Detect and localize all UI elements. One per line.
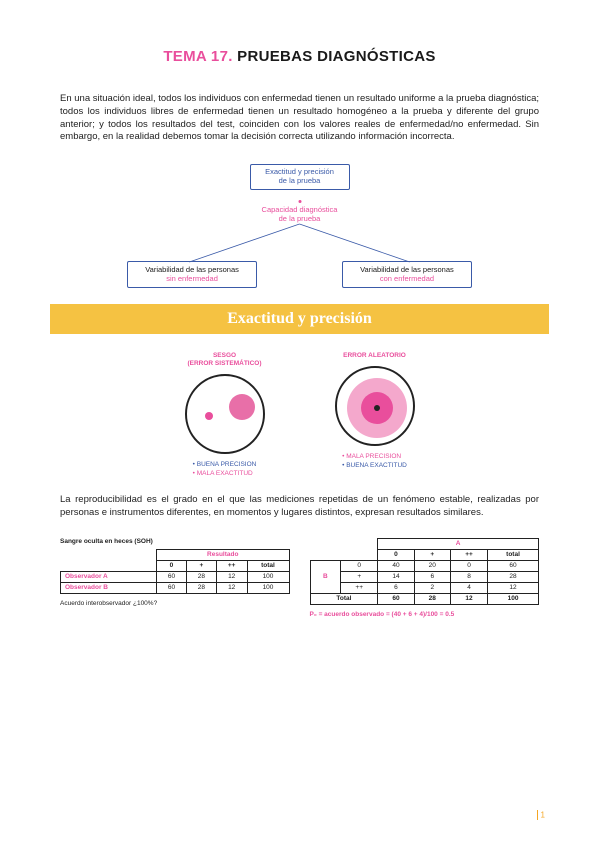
t1-r1-v0: 60	[156, 582, 186, 593]
t2-r0-v3: 60	[488, 560, 539, 571]
sesgo-h2: (ERROR SISTEMÁTICO)	[187, 360, 261, 367]
table-row: B 0 40 20 0 60	[310, 560, 539, 571]
t2-t-v3: 100	[488, 593, 539, 604]
t2-t-v2: 12	[450, 593, 487, 604]
t2-r2-v1: 2	[414, 582, 450, 593]
title-prefix: TEMA 17.	[163, 48, 232, 65]
table2-note: P₀ = acuerdo observado = (40 + 6 + 4)/10…	[310, 611, 540, 618]
aleatorio-core	[374, 405, 380, 411]
t2-r2-v2: 4	[450, 582, 487, 593]
t1-r0-v1: 28	[186, 571, 216, 582]
table-row: + 14 6 8 28	[310, 571, 539, 582]
table2-block: A 0 + ++ total B 0 40 20 0 60 + 14 6 8	[310, 538, 540, 618]
t2-note-val: 0.5	[445, 611, 454, 618]
table1-note: Acuerdo interobservador ¿100%?	[60, 600, 290, 607]
sesgo-h1: SESGO	[213, 352, 236, 359]
reproducibility-paragraph: La reproducibilidad es el grado en el qu…	[60, 494, 539, 520]
page-number: 1	[537, 810, 545, 820]
sesgo-center-dot	[205, 412, 213, 420]
sesgo-cap2: • MALA EXACTITUD	[193, 469, 257, 478]
aleatorio-cap2: • BUENA EXACTITUD	[342, 461, 407, 470]
sesgo-header: SESGO (ERROR SISTEMÁTICO)	[187, 352, 261, 368]
t2-c1: +	[414, 549, 450, 560]
t1-r1-v3: 100	[247, 582, 289, 593]
intro-paragraph: En una situación ideal, todos los indivi…	[60, 93, 539, 144]
table-row: Observador B 60 28 12 100	[61, 582, 290, 593]
t2-r2-v0: 6	[378, 582, 414, 593]
t2-c0: 0	[378, 549, 414, 560]
t2-side-b: B	[310, 560, 341, 593]
sesgo-inner-blob	[229, 394, 255, 420]
t2-c2: ++	[450, 549, 487, 560]
t2-note-pre: P₀ = acuerdo observado = (40 + 6 + 4)/10…	[310, 611, 446, 618]
t2-r1-lbl: +	[341, 571, 378, 582]
t1-r0-v3: 100	[247, 571, 289, 582]
table1: Resultado 0 + ++ total Observador A 60 2…	[60, 549, 290, 594]
t1-r1-lbl: Observador B	[61, 582, 157, 593]
aleatorio-h1: ERROR ALEATORIO	[343, 352, 406, 359]
aleatorio-column: ERROR ALEATORIO • MALA PRECISION • BUENA…	[335, 352, 415, 478]
diagram-right-l2: con enfermedad	[380, 274, 434, 283]
t2-head-a: A	[378, 538, 539, 549]
tables-row: Sangre oculta en heces (SOH) Resultado 0…	[60, 538, 539, 618]
t2-r1-v0: 14	[378, 571, 414, 582]
t1-r0-lbl: Observador A	[61, 571, 157, 582]
sesgo-circle	[185, 374, 265, 454]
section-heading-text: Exactitud y precisión	[227, 310, 372, 327]
title-main: PRUEBAS DIAGNÓSTICAS	[233, 48, 436, 65]
table-row: Total 60 28 12 100	[310, 593, 539, 604]
diagram-right-node: Variabilidad de las personas con enferme…	[342, 261, 472, 288]
t1-c2: ++	[216, 560, 247, 571]
diagram-left-l2: sin enfermedad	[166, 274, 218, 283]
pagenum-value: 1	[541, 811, 545, 820]
t1-c0: 0	[156, 560, 186, 571]
table-row: Observador A 60 28 12 100	[61, 571, 290, 582]
t2-r2-lbl: ++	[341, 582, 378, 593]
table-row: Resultado	[61, 549, 290, 560]
sesgo-caption: • BUENA PRECISION • MALA EXACTITUD	[193, 460, 257, 478]
t2-r0-v2: 0	[450, 560, 487, 571]
t2-c3: total	[488, 549, 539, 560]
t2-total-lbl: Total	[310, 593, 378, 604]
t2-r2-v3: 12	[488, 582, 539, 593]
diagram-top-l2: de la prueba	[279, 176, 321, 185]
t2-r0-v1: 20	[414, 560, 450, 571]
t2-r0-lbl: 0	[341, 560, 378, 571]
t2-r1-v3: 28	[488, 571, 539, 582]
t1-c1: +	[186, 560, 216, 571]
aleatorio-cap1: • MALA PRECISION	[342, 452, 407, 461]
table1-title: Sangre oculta en heces (SOH)	[60, 538, 290, 545]
table1-head-group: Resultado	[156, 549, 289, 560]
pagenum-bar	[537, 810, 538, 820]
aleatorio-circle	[335, 366, 415, 446]
diagram-left-node: Variabilidad de las personas sin enferme…	[127, 261, 257, 288]
t2-t-v0: 60	[378, 593, 414, 604]
table1-block: Sangre oculta en heces (SOH) Resultado 0…	[60, 538, 290, 618]
aleatorio-header: ERROR ALEATORIO	[343, 352, 406, 360]
diagram-top-node: Exactitud y precisión de la prueba	[250, 164, 350, 189]
diagram-mid-l2: de la prueba	[279, 214, 321, 223]
t1-r1-v1: 28	[186, 582, 216, 593]
t1-c3: total	[247, 560, 289, 571]
t1-r0-v0: 60	[156, 571, 186, 582]
sesgo-column: SESGO (ERROR SISTEMÁTICO) • BUENA PRECIS…	[185, 352, 265, 478]
concept-diagram: Exactitud y precisión de la prueba Capac…	[60, 162, 539, 292]
precision-accuracy-figure: SESGO (ERROR SISTEMÁTICO) • BUENA PRECIS…	[60, 352, 539, 478]
t2-r0-v0: 40	[378, 560, 414, 571]
table-row: A	[310, 538, 539, 549]
t1-r0-v2: 12	[216, 571, 247, 582]
sesgo-cap1: • BUENA PRECISION	[193, 460, 257, 469]
t1-r1-v2: 12	[216, 582, 247, 593]
table2: A 0 + ++ total B 0 40 20 0 60 + 14 6 8	[310, 538, 540, 605]
t2-r1-v1: 6	[414, 571, 450, 582]
page-title: TEMA 17. PRUEBAS DIAGNÓSTICAS	[60, 48, 539, 65]
table-row: ++ 6 2 4 12	[310, 582, 539, 593]
section-heading-bar: Exactitud y precisión	[50, 304, 549, 334]
aleatorio-caption: • MALA PRECISION • BUENA EXACTITUD	[342, 452, 407, 470]
diagram-mid-node: Capacidad diagnóstica de la prueba	[240, 206, 360, 223]
t2-t-v1: 28	[414, 593, 450, 604]
diagram-bullet	[298, 200, 301, 203]
t2-r1-v2: 8	[450, 571, 487, 582]
